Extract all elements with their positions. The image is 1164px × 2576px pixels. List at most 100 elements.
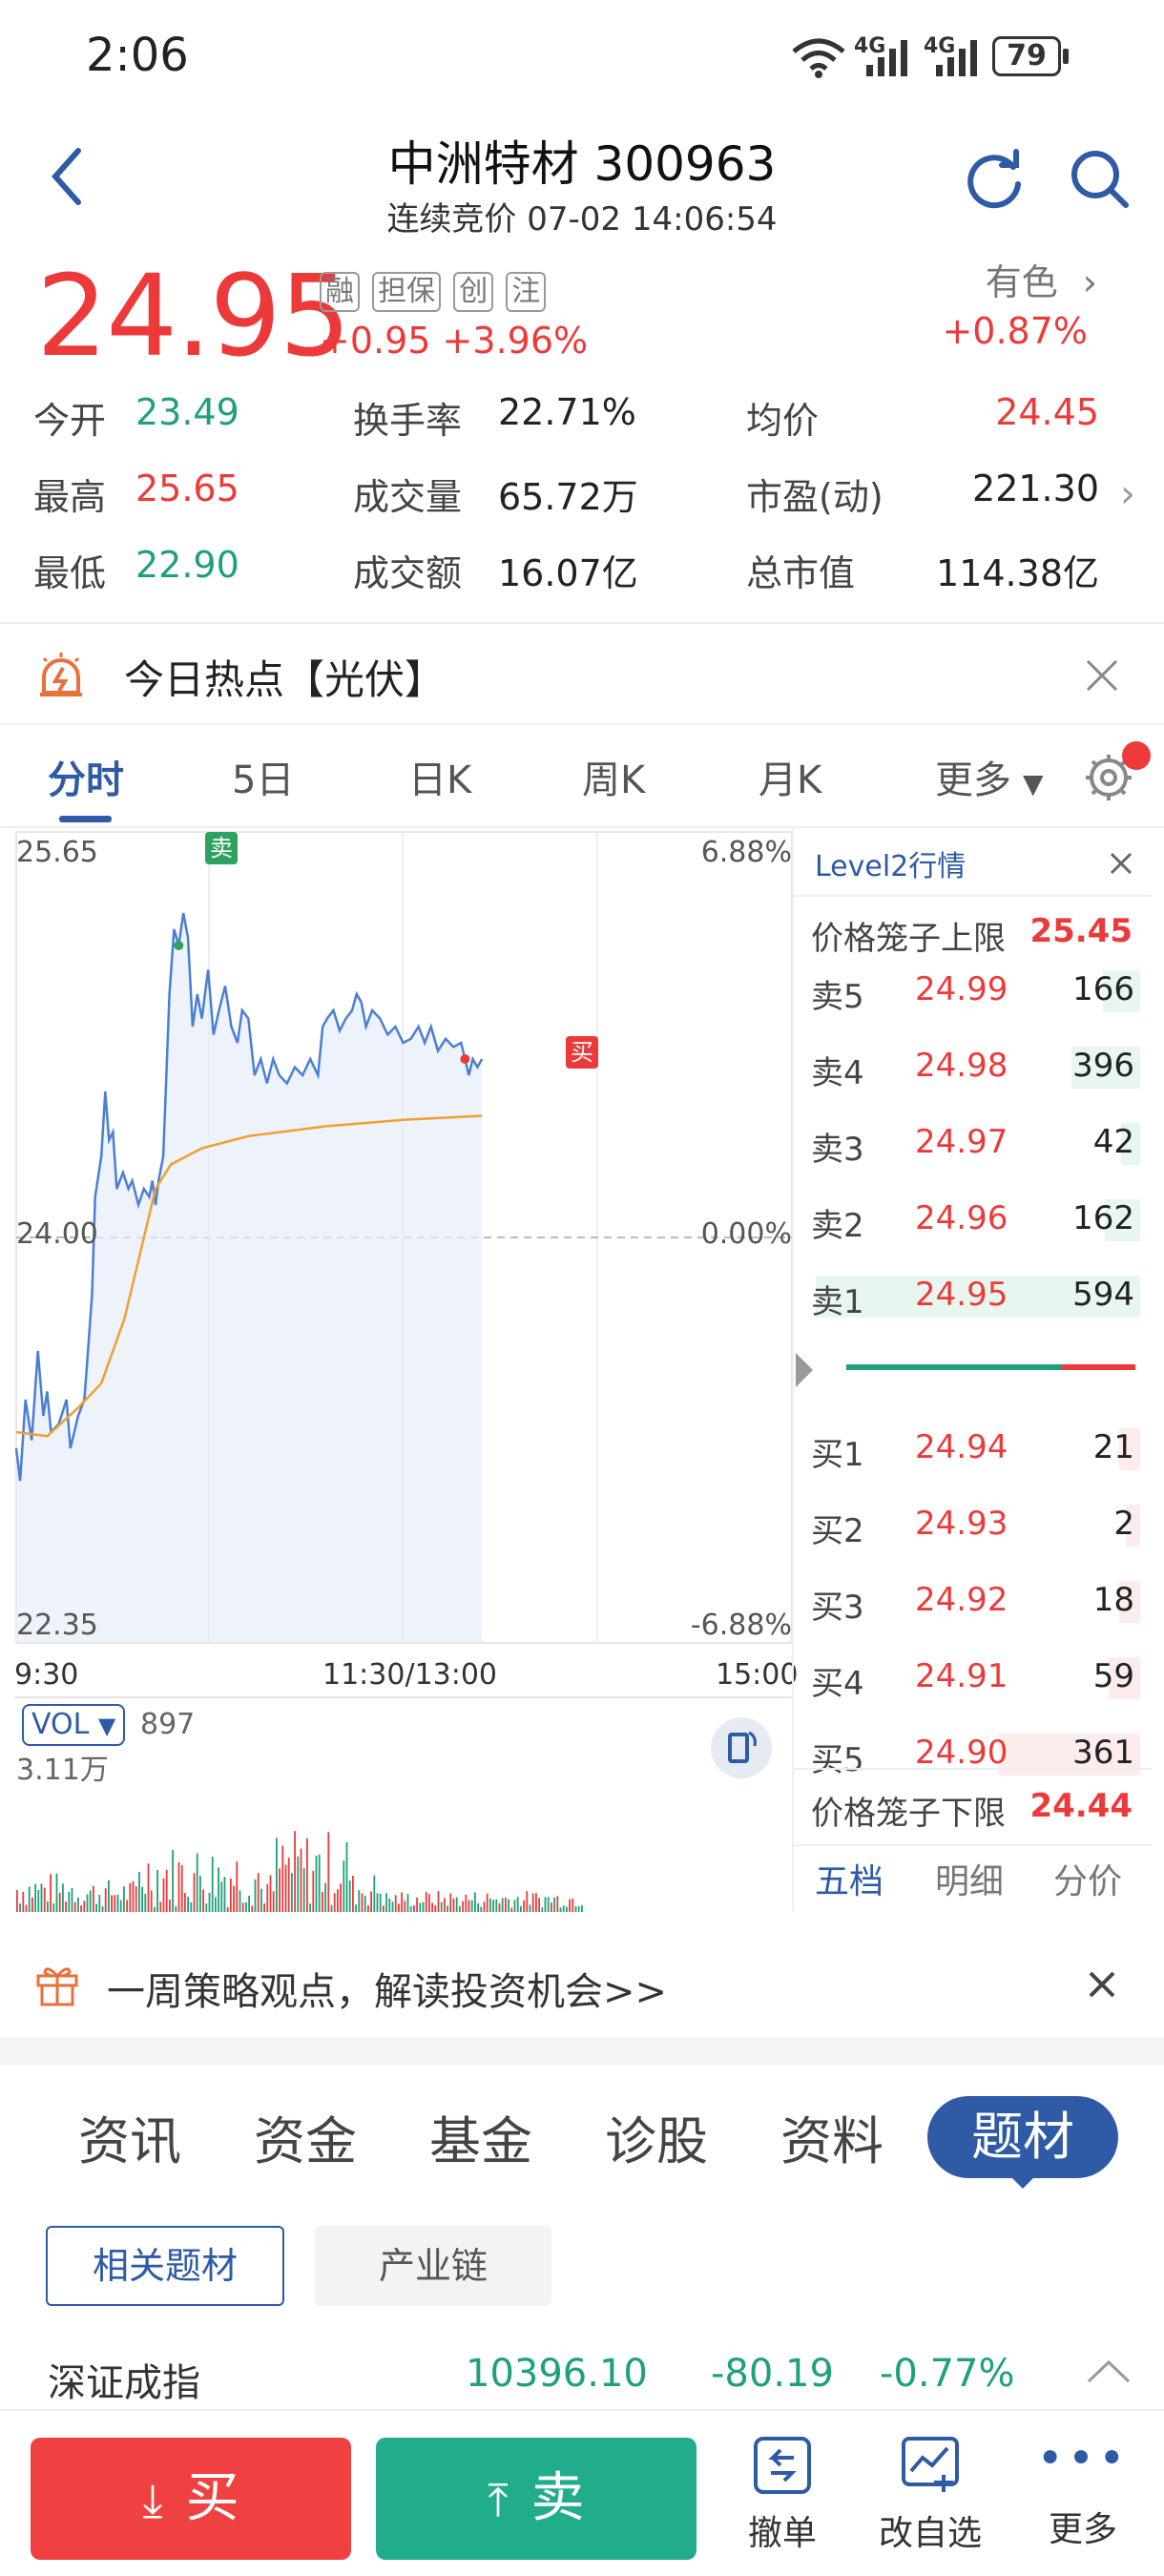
volume-bar (184, 1893, 186, 1912)
change-percent: +3.96% (442, 320, 589, 362)
volume-bar (159, 1901, 162, 1912)
strategy-banner[interactable]: 一周策略观点，解读投资机会>> (0, 1937, 1164, 2032)
volume-bar (394, 1895, 397, 1912)
volume-bar (266, 1883, 269, 1912)
tab-daily-k[interactable]: 日K (408, 758, 472, 802)
volume-chart[interactable]: VOL ▼ 897 3.11万 (14, 1696, 792, 1914)
bid-row[interactable]: 买2 24.93 2 (805, 1501, 1140, 1550)
avg-value: 24.45 (995, 391, 1099, 433)
volume-bar (302, 1868, 305, 1912)
bid-row[interactable]: 买5 24.90 361 (805, 1730, 1140, 1779)
rotate-screen-button[interactable] (711, 1717, 772, 1778)
search-icon[interactable] (1069, 148, 1132, 211)
tab-five-levels[interactable]: 五档 (815, 1862, 884, 1901)
volume-bar (318, 1854, 321, 1912)
tab-5day[interactable]: 5日 (232, 758, 295, 802)
tab-more-label[interactable]: 更多 (935, 758, 1011, 802)
volume-label[interactable]: VOL (31, 1708, 90, 1741)
intraday-chart-svg[interactable] (14, 828, 793, 1649)
tab-theme[interactable]: 题材 (927, 2096, 1118, 2178)
edit-watchlist-label[interactable]: 改自选 (878, 2514, 982, 2553)
ask-row[interactable]: 卖2 24.96 162 (805, 1195, 1140, 1245)
sell-button[interactable]: ⤒ 卖 (376, 2438, 696, 2560)
refresh-icon[interactable] (964, 148, 1027, 211)
sell-point (174, 941, 184, 950)
chevron-up-icon[interactable] (1086, 2357, 1132, 2385)
level2-title[interactable]: Level2行情 (815, 850, 967, 883)
cancel-order-label[interactable]: 撤单 (747, 2514, 817, 2553)
tag-chinext[interactable]: 创 (453, 272, 494, 312)
chevron-right-icon[interactable]: › (1120, 472, 1135, 516)
volume-bar (297, 1856, 300, 1912)
volume-bar (508, 1899, 509, 1912)
sell-marker[interactable]: 卖 (205, 832, 238, 864)
tab-profile[interactable]: 资料 (780, 2111, 883, 2171)
tag-margin[interactable]: 融 (320, 272, 360, 312)
volume-bar (551, 1902, 552, 1912)
bid-row[interactable]: 买1 24.94 21 (805, 1424, 1140, 1474)
subtab-industry-chain[interactable]: 产业链 (315, 2226, 551, 2306)
y-axis-bottom: 22.35 (16, 1609, 98, 1642)
volume-bar (175, 1905, 177, 1912)
subtab-related-theme[interactable]: 相关题材 (46, 2226, 284, 2306)
tab-intraday[interactable]: 分时 (48, 758, 124, 802)
intraday-chart[interactable]: 25.65 24.00 22.35 6.88% 0.00% -6.88% 卖 买 (14, 828, 793, 1649)
tab-more[interactable]: 更多 ▼ (935, 749, 1044, 804)
volume-bar (440, 1901, 443, 1912)
bid-label: 买5 (811, 1741, 864, 1779)
bid-row[interactable]: 买3 24.92 18 (805, 1577, 1140, 1627)
buy-label[interactable]: 买 (185, 2467, 239, 2529)
tab-weekly-k[interactable]: 周K (582, 758, 646, 802)
gear-icon[interactable] (1083, 752, 1134, 803)
tag-registration[interactable]: 注 (506, 272, 547, 312)
volume-max: 3.11万 (16, 1754, 109, 1787)
volume-bar (123, 1886, 125, 1912)
volume-bar (114, 1895, 116, 1912)
close-icon[interactable] (1084, 657, 1120, 694)
volume-bar (447, 1905, 448, 1912)
pct-axis-mid: 0.00% (700, 1217, 792, 1251)
banner-text[interactable]: 一周策略观点，解读投资机会>> (107, 1970, 668, 2014)
bid-row[interactable]: 买4 24.91 59 (805, 1653, 1140, 1703)
volume-bar (276, 1838, 278, 1912)
volume-bar (345, 1842, 348, 1912)
tag-collateral[interactable]: 担保 (372, 272, 442, 312)
hot-topic-bar[interactable]: 今日热点【光伏】 (0, 622, 1164, 725)
sector-name[interactable]: 有色 (985, 261, 1058, 303)
volume-bar (169, 1900, 171, 1912)
active-tab-pointer (1009, 2175, 1036, 2189)
tab-details[interactable]: 明细 (935, 1862, 1005, 1901)
bid-label: 买4 (811, 1665, 864, 1703)
more-button[interactable]: ••• 更多 (1030, 2435, 1135, 2551)
hot-topic-text[interactable]: 今日热点【光伏】 (124, 656, 446, 703)
x-axis-start: 9:30 (14, 1658, 79, 1692)
volume-bar (358, 1890, 361, 1912)
more-label[interactable]: 更多 (1048, 2510, 1117, 2549)
ask-row[interactable]: 卖3 24.97 42 (805, 1119, 1140, 1169)
tab-diagnosis[interactable]: 诊股 (605, 2111, 708, 2171)
tab-price-dist[interactable]: 分价 (1053, 1862, 1123, 1901)
index-name[interactable]: 深证成指 (48, 2361, 200, 2405)
battery-level: 79 (1007, 39, 1047, 73)
buy-button[interactable]: ⤓ 买 (31, 2438, 351, 2560)
volume-bar (150, 1890, 153, 1912)
sell-label[interactable]: 卖 (530, 2467, 585, 2529)
edit-watchlist-button[interactable]: 改自选 (863, 2435, 997, 2555)
tab-monthly-k[interactable]: 月K (759, 758, 822, 802)
tab-capital[interactable]: 资金 (254, 2111, 357, 2171)
tab-news[interactable]: 资讯 (78, 2111, 181, 2171)
buy-marker[interactable]: 买 (566, 1036, 598, 1069)
ask-row[interactable]: 卖4 24.98 396 (805, 1043, 1140, 1092)
tab-fund[interactable]: 基金 (429, 2111, 532, 2171)
ask-row[interactable]: 卖1 24.95 594 (805, 1272, 1140, 1321)
volume-bar (287, 1858, 290, 1912)
volume-bar (330, 1904, 333, 1912)
ask-row[interactable]: 卖5 24.99 166 (805, 966, 1140, 1016)
sector-link[interactable]: 有色 › (986, 253, 1097, 305)
back-arrow-icon[interactable] (48, 143, 86, 210)
close-icon[interactable] (1088, 1970, 1116, 1999)
volume-value: 897 (140, 1708, 196, 1741)
cancel-order-button[interactable]: 撤单 (735, 2435, 830, 2555)
close-icon[interactable] (1109, 851, 1133, 876)
volume-selector[interactable]: VOL ▼ (22, 1704, 126, 1746)
